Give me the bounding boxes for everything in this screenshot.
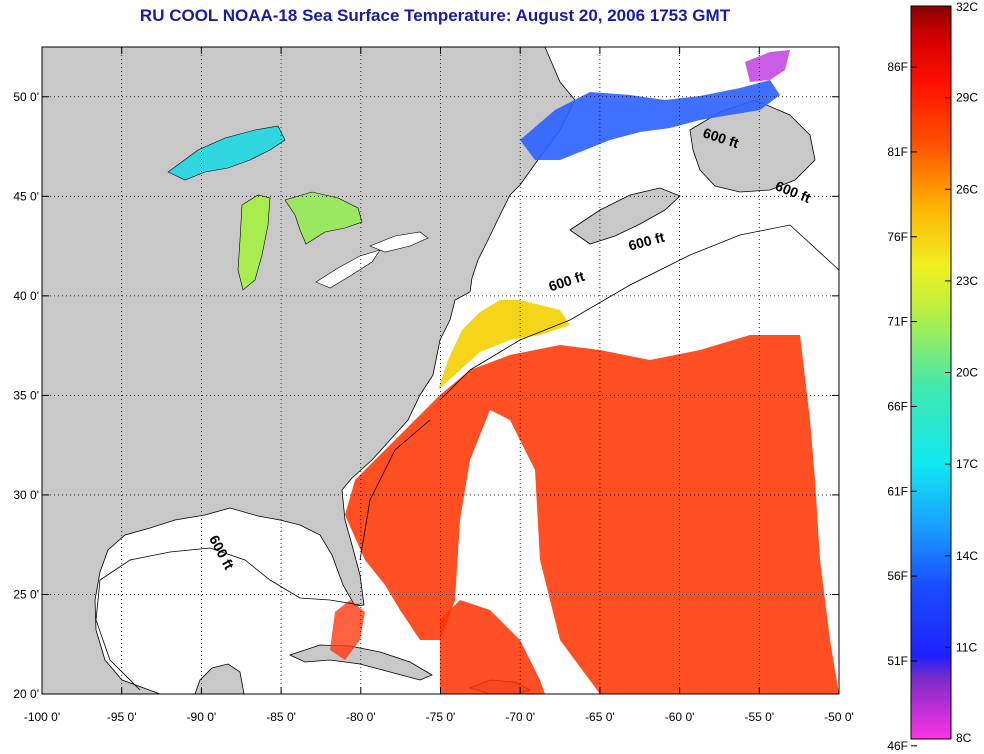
y-axis: 20 0' 25 0' 30 0' 35 0' 40 0' 45 0' 50 0' xyxy=(13,90,839,701)
land-nova-scotia xyxy=(569,187,681,245)
lake-erie xyxy=(315,249,381,289)
colorbar-f-label: 66F xyxy=(887,399,908,413)
colorbar-c-label: 23C xyxy=(956,274,978,288)
x-tick-label: -95 0' xyxy=(107,710,137,724)
colorbar-c-label: 20C xyxy=(956,366,978,380)
colorbar-f-label: 71F xyxy=(887,315,908,329)
sst-gulf-st-lawrence xyxy=(520,80,780,160)
land-yucatan xyxy=(194,663,245,694)
colorbar xyxy=(910,5,952,740)
colorbar-c-label: 26C xyxy=(956,182,978,196)
land-north-america xyxy=(42,47,576,694)
x-tick-label: -70 0' xyxy=(505,710,535,724)
colorbar-c-label: 11C xyxy=(956,640,977,654)
map-title: RU COOL NOAA-18 Sea Surface Temperature:… xyxy=(139,6,731,25)
y-tick-label: 50 0' xyxy=(13,90,39,104)
x-tick-label: -100 0' xyxy=(24,710,60,724)
x-tick-label: -85 0' xyxy=(266,710,296,724)
colorbar-f-label: 76F xyxy=(887,230,908,244)
colorbar-f-label: 81F xyxy=(887,145,908,159)
x-tick-label: -90 0' xyxy=(187,710,217,724)
x-tick-label: -50 0' xyxy=(824,710,854,724)
x-tick-label: -80 0' xyxy=(346,710,376,724)
sst-labrador xyxy=(745,50,790,82)
colorbar-f-label: 46F xyxy=(887,739,908,753)
x-axis: -100 0' -95 0' -90 0' -85 0' -80 0' -75 0' -70… xyxy=(24,47,854,724)
colorbar-c-label: 17C xyxy=(956,457,978,471)
depth-contours xyxy=(95,224,839,691)
y-tick-label: 25 0' xyxy=(13,587,39,601)
x-tick-label: -60 0' xyxy=(665,710,695,724)
sst-gulf-mexico-east xyxy=(330,600,365,660)
colorbar-c-label: 32C xyxy=(956,0,978,14)
colorbar-f-label: 86F xyxy=(887,60,908,74)
lake-huron xyxy=(284,191,363,245)
x-tick-label: -65 0' xyxy=(585,710,615,724)
colorbar-f-label: 61F xyxy=(887,484,908,498)
y-tick-label: 30 0' xyxy=(13,488,39,502)
lake-michigan xyxy=(237,194,271,291)
sst-shelf-yellow xyxy=(438,300,570,390)
y-tick-label: 45 0' xyxy=(13,189,39,203)
colorbar-ticks: 8C 11C 14C 17C 20C 23C 26C 29C 32C 46F 51F 56F 61F 66… xyxy=(887,0,978,753)
y-tick-label: 20 0' xyxy=(13,687,39,701)
lake-superior xyxy=(167,125,286,181)
x-tick-label: -55 0' xyxy=(744,710,774,724)
colorbar-c-label: 29C xyxy=(956,91,978,105)
colorbar-c-label: 14C xyxy=(956,549,978,563)
colorbar-c-label: 8C xyxy=(956,731,972,745)
y-tick-label: 35 0' xyxy=(13,388,39,402)
x-tick-label: -75 0' xyxy=(426,710,456,724)
sst-atlantic-warm xyxy=(345,335,839,694)
lake-ontario xyxy=(369,231,429,253)
colorbar-f-label: 56F xyxy=(887,569,908,583)
sst-south-warm xyxy=(440,600,545,694)
y-tick-label: 40 0' xyxy=(13,289,39,303)
colorbar-f-label: 51F xyxy=(887,654,908,668)
